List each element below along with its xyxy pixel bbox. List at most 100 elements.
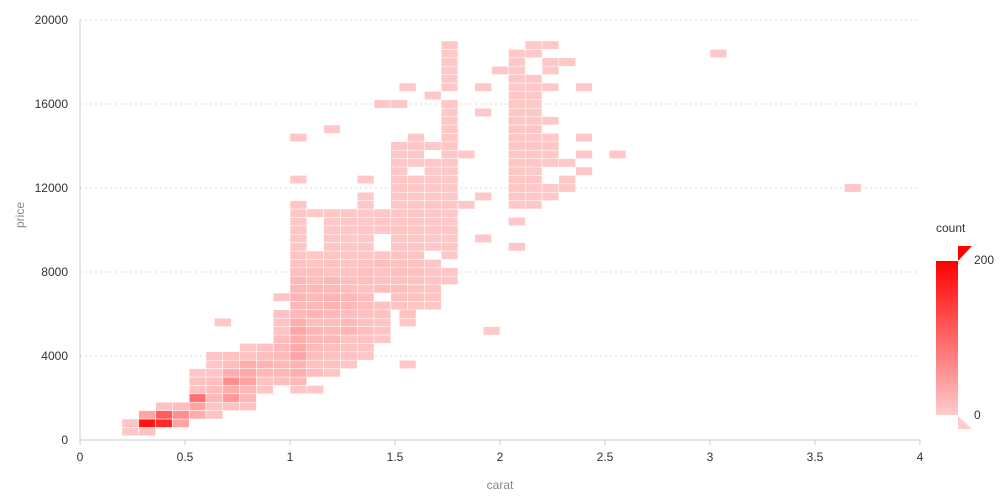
- heatmap-bin: [440, 158, 459, 168]
- heatmap-bin: [306, 334, 324, 344]
- heatmap-bin: [390, 99, 408, 109]
- heatmap-bin: [256, 343, 274, 353]
- heatmap-bin: [272, 326, 291, 336]
- heatmap-bin: [424, 217, 442, 227]
- heatmap-bin: [524, 107, 543, 117]
- heatmap-bin: [205, 351, 224, 361]
- heatmap-bin: [340, 309, 358, 319]
- heatmap-bin: [306, 250, 324, 260]
- heatmap-bin: [407, 133, 425, 143]
- heatmap-bin: [356, 343, 375, 353]
- heatmap-bin: [474, 191, 492, 201]
- heatmap-bin: [407, 175, 425, 185]
- heatmap-bin: [491, 65, 509, 75]
- heatmap-bin: [205, 359, 224, 369]
- heatmap-bin: [541, 149, 560, 159]
- heatmap-bin: [440, 74, 459, 84]
- heatmap-bin: [424, 208, 442, 218]
- heatmap-bin: [407, 250, 425, 260]
- heatmap-bin: [424, 91, 442, 101]
- heatmap-bins: [121, 40, 862, 437]
- heatmap-bin: [138, 418, 156, 428]
- heatmap-bin: [424, 267, 442, 277]
- heatmap-bin: [390, 233, 408, 243]
- heatmap-bin: [398, 359, 417, 369]
- heatmap-bin: [440, 233, 459, 243]
- heatmap-bin: [440, 49, 459, 59]
- heatmap-bin: [541, 57, 560, 67]
- heatmap-bin: [524, 40, 543, 50]
- x-tick-label: 2: [497, 450, 504, 464]
- legend-min-handle[interactable]: [958, 416, 972, 429]
- heatmap-bin: [239, 351, 257, 361]
- heatmap-bin: [289, 343, 308, 353]
- heatmap-bin: [239, 385, 257, 395]
- heatmap-bin: [289, 359, 308, 369]
- heatmap-bin: [508, 82, 526, 92]
- heatmap-bin: [356, 191, 375, 201]
- x-tick-label: 0: [77, 450, 84, 464]
- heatmap-bin: [709, 49, 728, 59]
- heatmap-bin: [323, 351, 341, 361]
- heatmap-bin: [306, 385, 324, 395]
- heatmap-bin: [373, 275, 392, 285]
- heatmap-bin: [222, 385, 240, 395]
- heatmap-bin: [289, 309, 308, 319]
- heatmap-bin: [289, 376, 308, 386]
- heatmap-bin: [306, 359, 324, 369]
- y-tick-label: 12000: [35, 181, 69, 195]
- heatmap-bin: [356, 326, 375, 336]
- heatmap-bin: [239, 343, 257, 353]
- heatmap-bin: [155, 410, 173, 420]
- heatmap-bin: [390, 183, 408, 193]
- heatmap-bin: [306, 309, 324, 319]
- heatmap-bin: [373, 259, 392, 269]
- heatmap-bin: [306, 267, 324, 277]
- heatmap-bin: [323, 284, 341, 294]
- heatmap-bin: [524, 124, 543, 134]
- y-tick-label: 0: [61, 433, 68, 447]
- heatmap-bin: [398, 82, 417, 92]
- heatmap-bin: [289, 259, 308, 269]
- heatmap-bin: [390, 149, 408, 159]
- heatmap-bin: [256, 385, 274, 395]
- y-axis-title: price: [13, 202, 27, 228]
- heatmap-bin: [356, 200, 375, 210]
- heatmap-bin: [340, 259, 358, 269]
- heatmap-bin: [508, 49, 526, 59]
- heatmap-bin: [188, 368, 207, 378]
- heatmap-bin: [306, 208, 324, 218]
- heatmap-bin: [424, 292, 442, 302]
- heatmap-bin: [289, 267, 308, 277]
- heatmap-bin: [440, 217, 459, 227]
- heatmap-bin: [398, 317, 417, 327]
- heatmap-bin: [398, 309, 417, 319]
- heatmap-bin: [121, 427, 140, 437]
- heatmap-bin: [289, 368, 308, 378]
- heatmap-bin: [323, 343, 341, 353]
- heatmap-bin: [524, 116, 543, 126]
- heatmap-bin: [222, 368, 240, 378]
- heatmap-bin: [172, 401, 190, 411]
- y-tick-label: 16000: [35, 97, 69, 111]
- heatmap-bin: [407, 267, 425, 277]
- heatmap-bin: [373, 326, 392, 336]
- heatmap-bin: [424, 191, 442, 201]
- heatmap-bin: [306, 259, 324, 269]
- legend-max-handle[interactable]: [958, 246, 972, 261]
- heatmap-bin: [524, 49, 543, 59]
- heatmap-bin: [222, 376, 240, 386]
- heatmap-bin: [390, 267, 408, 277]
- heatmap-bin: [272, 317, 291, 327]
- heatmap-bin: [508, 141, 526, 151]
- heatmap-bin: [541, 133, 560, 143]
- heatmap-bin: [390, 217, 408, 227]
- heatmap-bin: [323, 334, 341, 344]
- heatmap-bin: [289, 326, 308, 336]
- heatmap-bin: [424, 275, 442, 285]
- heatmap-bin: [239, 368, 257, 378]
- heatmap-bin: [407, 301, 425, 311]
- heatmap-bin: [508, 99, 526, 109]
- heatmap-bin: [524, 99, 543, 109]
- heatmap-bin: [340, 242, 358, 252]
